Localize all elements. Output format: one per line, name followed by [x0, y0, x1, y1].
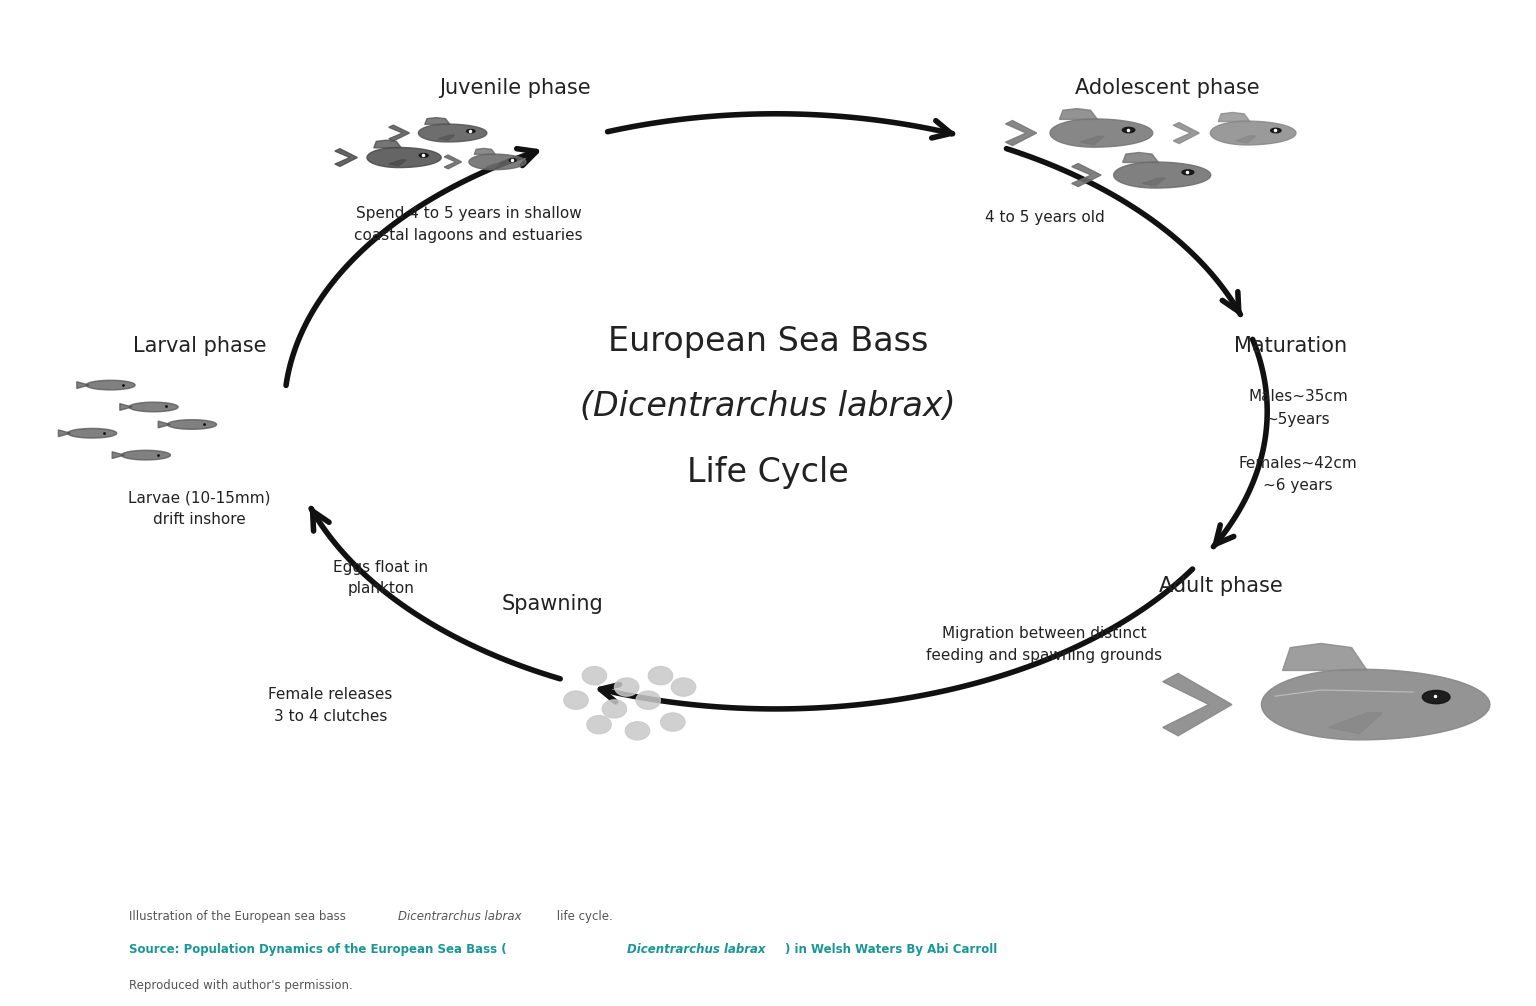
Text: Illustration of the European sea bass: Illustration of the European sea bass [129, 910, 350, 924]
Ellipse shape [614, 678, 639, 696]
Text: life cycle.: life cycle. [553, 910, 613, 924]
Polygon shape [1261, 669, 1490, 739]
Ellipse shape [508, 159, 516, 162]
Polygon shape [1283, 644, 1367, 670]
Polygon shape [1329, 713, 1382, 733]
Ellipse shape [564, 691, 588, 709]
Ellipse shape [419, 154, 429, 157]
Polygon shape [1051, 119, 1152, 147]
Ellipse shape [625, 721, 650, 740]
Polygon shape [439, 135, 455, 141]
Text: Migration between distinct
feeding and spawning grounds: Migration between distinct feeding and s… [926, 626, 1163, 663]
Polygon shape [1114, 162, 1210, 188]
Polygon shape [68, 429, 117, 438]
Polygon shape [120, 403, 132, 410]
Polygon shape [373, 140, 401, 148]
Text: Adolescent phase: Adolescent phase [1075, 77, 1260, 98]
Text: Larval phase: Larval phase [134, 336, 266, 356]
Polygon shape [335, 149, 358, 166]
Polygon shape [389, 160, 406, 166]
Polygon shape [1174, 123, 1200, 144]
Text: Spawning: Spawning [502, 594, 604, 614]
Polygon shape [158, 422, 170, 428]
Ellipse shape [582, 667, 607, 685]
Ellipse shape [602, 700, 627, 718]
Polygon shape [1072, 164, 1101, 186]
Ellipse shape [1422, 690, 1450, 704]
Text: 4 to 5 years old: 4 to 5 years old [985, 210, 1104, 225]
Polygon shape [58, 430, 71, 437]
Polygon shape [367, 148, 441, 168]
Text: European Sea Bass: European Sea Bass [608, 325, 928, 358]
Polygon shape [121, 451, 170, 460]
Polygon shape [77, 381, 89, 388]
Text: Maturation: Maturation [1233, 336, 1347, 356]
Text: Adult phase: Adult phase [1160, 576, 1283, 597]
Text: Dicentrarchus labrax: Dicentrarchus labrax [398, 910, 522, 924]
Polygon shape [112, 452, 124, 459]
Polygon shape [485, 164, 499, 168]
Ellipse shape [648, 667, 673, 685]
Polygon shape [1210, 121, 1296, 145]
Polygon shape [1235, 136, 1256, 143]
Ellipse shape [636, 691, 660, 709]
Polygon shape [418, 124, 487, 142]
Text: Female releases
3 to 4 clutches: Female releases 3 to 4 clutches [269, 687, 392, 724]
Ellipse shape [1183, 170, 1193, 175]
Polygon shape [389, 125, 410, 141]
Text: Eggs float in
plankton: Eggs float in plankton [333, 559, 429, 596]
Polygon shape [86, 380, 135, 390]
Ellipse shape [587, 715, 611, 733]
Polygon shape [1163, 673, 1232, 735]
Polygon shape [1143, 178, 1164, 186]
Polygon shape [1060, 109, 1097, 120]
Text: Life Cycle: Life Cycle [687, 456, 849, 489]
Polygon shape [1123, 153, 1158, 163]
Text: Source: Population Dynamics of the European Sea Bass (: Source: Population Dynamics of the Europ… [129, 944, 507, 957]
Text: Spend 4 to 5 years in shallow
coastal lagoons and estuaries: Spend 4 to 5 years in shallow coastal la… [355, 205, 582, 242]
Text: Dicentrarchus labrax: Dicentrarchus labrax [627, 944, 765, 957]
Polygon shape [424, 118, 450, 125]
Polygon shape [1006, 121, 1037, 146]
Polygon shape [1218, 113, 1250, 122]
Text: (Dicentrarchus labrax): (Dicentrarchus labrax) [581, 390, 955, 424]
Ellipse shape [660, 713, 685, 731]
Polygon shape [444, 155, 461, 169]
Ellipse shape [671, 678, 696, 696]
Polygon shape [1080, 137, 1104, 145]
Polygon shape [129, 402, 178, 411]
Polygon shape [475, 149, 495, 154]
Text: Males~35cm
~5years

Females~42cm
~6 years: Males~35cm ~5years Females~42cm ~6 years [1238, 389, 1358, 493]
Text: Larvae (10-15mm)
drift inshore: Larvae (10-15mm) drift inshore [129, 490, 270, 527]
Ellipse shape [1270, 129, 1281, 133]
Text: Reproduced with author's permission.: Reproduced with author's permission. [129, 979, 353, 992]
Polygon shape [167, 420, 217, 430]
Text: ) in Welsh Waters By Abi Carroll: ) in Welsh Waters By Abi Carroll [785, 944, 997, 957]
Ellipse shape [467, 130, 475, 133]
Ellipse shape [1123, 128, 1135, 133]
Text: Juvenile phase: Juvenile phase [439, 77, 590, 98]
Polygon shape [468, 154, 525, 170]
